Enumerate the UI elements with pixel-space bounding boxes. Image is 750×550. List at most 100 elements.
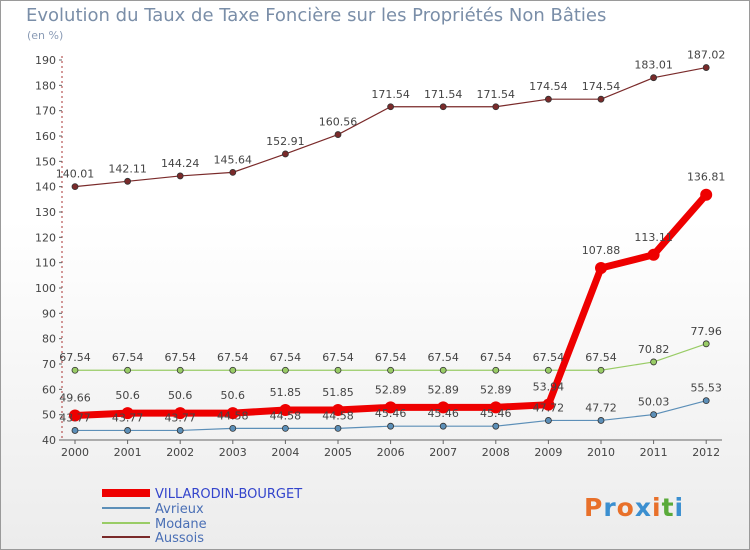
logo-letter: r [603,493,617,522]
data-point [334,131,342,138]
chart-title: Evolution du Taux de Taxe Foncière sur l… [26,5,607,26]
data-label: 44.58 [270,409,302,422]
series-layer [69,64,713,434]
x-tick-label: 2007 [429,446,457,459]
data-point [71,427,79,434]
data-point [387,366,395,374]
y-tick-label: 50 [42,409,56,422]
data-point [176,427,184,434]
x-tick-label: 2000 [61,446,89,459]
data-point [702,340,710,348]
logo-letter: t [661,493,675,522]
data-point [124,427,131,434]
data-label: 107.88 [582,244,621,257]
data-label: 52.89 [427,383,459,396]
data-label: 67.54 [427,351,459,364]
data-point [279,403,292,416]
data-point [492,422,500,430]
data-label: 49.66 [59,392,91,405]
data-point [124,177,131,185]
data-point [595,262,607,275]
y-tick-label: 130 [35,206,56,219]
x-tick-label: 2011 [640,446,668,459]
data-point [650,358,657,366]
data-label: 171.54 [371,88,410,101]
axes: 40 50 60 70 80 90 100 110 120 130 140 150 160 170 180 1… [35,54,722,459]
data-label: 50.03 [638,396,670,409]
x-tick-label: 2006 [377,446,405,459]
data-point [121,407,134,420]
legend-label: Avrieux [155,502,204,517]
logo-letter: x [634,493,652,522]
data-point [124,366,131,374]
y-tick-label: 170 [35,105,56,118]
data-label: 183.01 [634,59,673,72]
data-point [334,424,342,432]
data-label: 67.54 [270,351,302,364]
data-point [545,417,552,424]
data-point [439,366,447,374]
data-label: 50.6 [221,389,246,402]
data-label: 47.72 [533,401,565,414]
data-labels: 49.66 50.6 50.6 50.6 51.85 51.85 52.89 52.89 52.… [56,49,726,425]
data-label: 67.54 [375,351,407,364]
proxiti-logo: Proxiti [584,493,684,522]
x-tick-label: 2003 [219,446,247,459]
x-tick-label: 2004 [271,446,299,459]
data-point [387,422,395,430]
x-tick-label: 2012 [692,446,720,459]
data-label: 160.56 [319,116,358,129]
data-point [229,424,237,432]
data-point [647,248,660,261]
data-point [439,103,447,111]
data-label: 77.96 [690,325,722,338]
data-point [71,183,79,191]
data-label: 67.54 [585,351,617,364]
x-tick-label: 2010 [587,446,615,459]
y-tick-label: 100 [35,282,56,295]
data-label: 50.6 [115,389,140,402]
data-point [702,64,710,71]
data-label: 70.82 [638,343,670,356]
data-label: 113.11 [634,231,673,244]
data-label: 51.85 [322,386,354,399]
data-point [597,417,605,424]
data-label: 174.54 [529,80,568,93]
data-point [545,366,552,374]
x-tick-label: 2001 [114,446,142,459]
data-label: 53.94 [533,381,565,394]
y-tick-label: 150 [35,155,56,168]
x-tick-label: 2008 [482,446,510,459]
logo-letter: P [584,493,604,522]
legend-label: Modane [155,517,207,532]
data-point [281,424,289,432]
data-point [387,103,395,111]
data-label: 50.6 [168,389,193,402]
data-label: 51.85 [270,386,302,399]
x-tick-label: 2002 [166,446,194,459]
data-label: 55.53 [690,382,722,395]
data-label: 43.77 [59,411,91,424]
data-label: 145.64 [214,153,253,166]
data-point [492,103,500,111]
data-point [174,407,187,420]
data-label: 47.72 [585,401,617,414]
data-label: 44.58 [322,409,354,422]
data-point [281,150,289,158]
data-point [489,401,502,414]
data-point [597,366,605,374]
data-point [332,403,344,416]
data-label: 140.01 [56,168,95,181]
data-label: 67.54 [217,351,249,364]
y-tick-label: 160 [35,130,56,143]
data-point [650,74,657,82]
data-label: 45.46 [427,407,459,420]
data-label: 45.46 [480,407,512,420]
data-point [69,409,81,422]
y-axis-unit: (en %) [27,29,64,42]
data-label: 43.77 [112,411,144,424]
data-point [439,422,447,430]
data-label: 136.81 [687,171,726,184]
